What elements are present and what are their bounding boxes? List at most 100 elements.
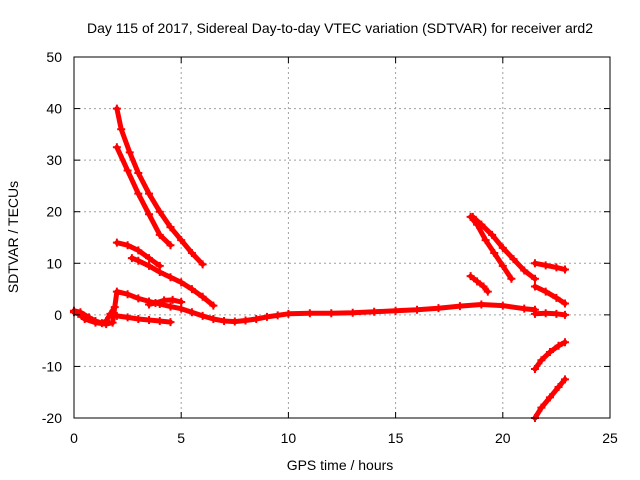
data-point xyxy=(552,293,561,302)
data-point xyxy=(134,246,143,255)
data-point xyxy=(434,304,443,313)
data-point xyxy=(541,261,550,270)
data-point xyxy=(166,241,175,250)
data-point xyxy=(198,260,207,269)
data-point xyxy=(187,308,196,317)
data-point xyxy=(112,311,121,320)
data-point xyxy=(560,338,569,347)
y-tick-label: 20 xyxy=(46,204,62,220)
data-point xyxy=(155,268,164,277)
data-point xyxy=(479,282,488,291)
data-point xyxy=(220,317,229,326)
data-point xyxy=(391,306,400,315)
data-point xyxy=(545,393,554,402)
data-point xyxy=(177,278,186,287)
data-point xyxy=(284,309,293,318)
data-point xyxy=(560,375,569,384)
x-tick-label: 10 xyxy=(281,430,297,446)
data-point xyxy=(537,403,546,412)
data-point xyxy=(134,189,143,198)
data-point xyxy=(507,274,516,283)
series-arc-10 xyxy=(468,214,514,282)
data-point xyxy=(112,104,121,113)
data-point xyxy=(166,318,175,327)
data-point xyxy=(209,314,218,323)
data-point xyxy=(520,266,529,275)
data-point xyxy=(473,277,482,286)
data-point xyxy=(187,285,196,294)
data-point xyxy=(413,305,422,314)
data-point xyxy=(166,302,175,311)
data-point xyxy=(481,236,490,245)
data-point xyxy=(509,255,518,264)
data-point xyxy=(552,309,561,318)
data-point xyxy=(198,311,207,320)
data-point xyxy=(370,307,379,316)
data-point xyxy=(177,297,186,306)
data-point xyxy=(327,309,336,318)
data-point xyxy=(560,310,569,319)
data-point xyxy=(168,295,177,304)
x-tick-label: 20 xyxy=(495,430,511,446)
y-tick-label: 10 xyxy=(46,255,62,271)
data-point xyxy=(545,347,554,356)
data-point xyxy=(127,254,136,263)
data-point xyxy=(123,313,132,322)
data-point xyxy=(273,311,282,320)
y-axis-label: SDTVAR / TECUs xyxy=(5,181,21,293)
data-point xyxy=(498,301,507,310)
data-point xyxy=(112,143,121,152)
data-point xyxy=(530,274,539,283)
data-point xyxy=(155,230,164,239)
data-point xyxy=(477,220,486,229)
data-point xyxy=(97,319,106,328)
series-arc-14 xyxy=(532,284,568,306)
data-point xyxy=(520,304,529,313)
data-point xyxy=(455,302,464,311)
data-point xyxy=(537,356,546,365)
data-point xyxy=(177,304,186,313)
data-point xyxy=(498,243,507,252)
series-arc-5 xyxy=(168,224,206,267)
series-layer xyxy=(70,104,569,422)
tick-layer: 0 5 10 15 20 25 -20 -10 0 10 20 30 40 50 xyxy=(42,49,618,446)
x-tick-label: 5 xyxy=(177,430,185,446)
data-point xyxy=(262,312,271,321)
data-point xyxy=(112,238,121,247)
data-point xyxy=(110,303,119,312)
data-point xyxy=(145,261,154,270)
plot-border xyxy=(73,56,611,419)
data-point xyxy=(252,314,261,323)
data-point xyxy=(198,292,207,301)
series-arc-13 xyxy=(532,260,568,272)
series-arc-12 xyxy=(468,273,491,295)
y-tick-label: 0 xyxy=(54,307,62,323)
data-point xyxy=(155,317,164,326)
data-point xyxy=(151,298,160,307)
data-point xyxy=(541,309,550,318)
data-point xyxy=(134,169,143,178)
data-point xyxy=(209,301,218,310)
data-point xyxy=(106,309,115,318)
data-point xyxy=(145,300,154,309)
y-tick-label: -20 xyxy=(42,410,62,426)
y-tick-label: 30 xyxy=(46,152,62,168)
data-point xyxy=(560,265,569,274)
data-point xyxy=(241,316,250,325)
data-point xyxy=(552,263,561,272)
data-point xyxy=(112,287,121,296)
data-point xyxy=(305,309,314,318)
data-point xyxy=(490,248,499,257)
data-point xyxy=(145,316,154,325)
x-axis-label: GPS time / hours xyxy=(287,457,394,473)
x-tick-label: 25 xyxy=(602,430,618,446)
x-tick-label: 15 xyxy=(388,430,404,446)
data-point xyxy=(498,261,507,270)
data-point xyxy=(123,241,132,250)
data-point xyxy=(530,282,539,291)
data-point xyxy=(477,300,486,309)
data-point xyxy=(85,313,94,322)
data-point xyxy=(560,299,569,308)
